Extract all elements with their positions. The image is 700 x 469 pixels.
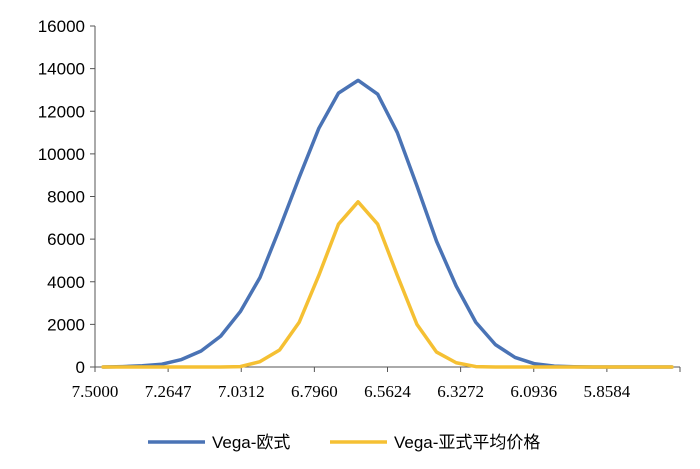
y-tick-label: 16000 <box>38 17 85 36</box>
legend-label: Vega-亚式平均价格 <box>394 433 540 452</box>
x-tick-label: 6.7960 <box>291 382 338 401</box>
x-tick-label: 6.3272 <box>437 382 484 401</box>
x-axis-ticks: 7.5000 7.2647 7.0312 6.7960 6.5624 6.3272 6.09… <box>72 367 681 401</box>
x-tick-label: 5.8584 <box>584 382 631 401</box>
y-tick-label: 12000 <box>38 102 85 121</box>
y-axis-ticks: 0 2000 4000 6000 8000 10000 12000 14000 16000 <box>38 17 95 377</box>
y-tick-label: 0 <box>76 358 85 377</box>
x-tick-label: 6.0936 <box>510 382 557 401</box>
x-tick-label: 7.0312 <box>218 382 265 401</box>
y-tick-label: 10000 <box>38 145 85 164</box>
x-tick-label: 7.5000 <box>72 382 119 401</box>
y-tick-label: 2000 <box>47 315 85 334</box>
x-tick-label: 7.2647 <box>145 382 192 401</box>
series-line-asian <box>101 200 674 369</box>
series-line-european <box>101 78 674 369</box>
series-lines <box>101 78 674 369</box>
x-tick-label: 6.5624 <box>364 382 411 401</box>
y-tick-label: 6000 <box>47 230 85 249</box>
y-tick-label: 4000 <box>47 273 85 292</box>
y-tick-label: 14000 <box>38 60 85 79</box>
legend-label: Vega-欧式 <box>212 433 290 452</box>
y-tick-label: 8000 <box>47 188 85 207</box>
legend: Vega-欧式 Vega-亚式平均价格 <box>148 433 540 452</box>
axes <box>94 26 680 368</box>
